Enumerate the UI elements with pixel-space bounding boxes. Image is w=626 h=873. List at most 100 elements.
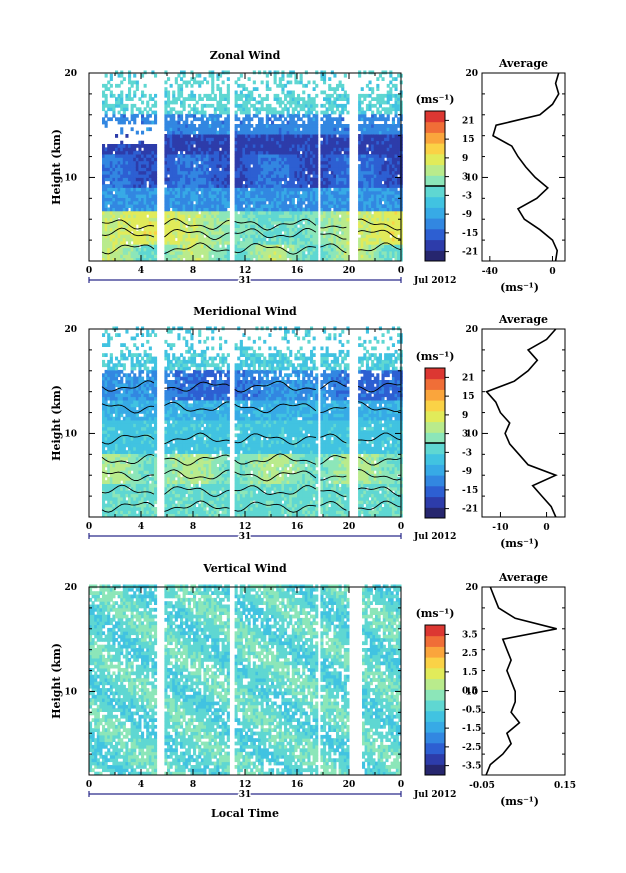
panel-3: 20 10 0 4 8 12 16 20 0 Vertical Wind Height (km) 31… xyxy=(50,562,576,820)
colorbar-tick-label: 15 xyxy=(462,135,475,145)
average-profile: Average 20 10 -0.05 0.15 (ms⁻¹) xyxy=(465,571,575,808)
colorbar-swatch xyxy=(425,742,445,755)
profile-x-label: (ms⁻¹) xyxy=(500,795,539,808)
colorbar-swatch xyxy=(425,496,445,508)
x-tick-label: 0 xyxy=(398,780,404,790)
x-tick-label: 0 xyxy=(86,780,92,790)
colorbar-swatch xyxy=(425,143,445,155)
heatmap-cells xyxy=(89,584,402,776)
profile-y-tick-label: 10 xyxy=(465,173,478,183)
colorbar-tick-label: -9 xyxy=(462,467,472,477)
profile-title: Average xyxy=(498,57,548,70)
average-profile: Average 20 10 -40 0 (ms⁻¹) xyxy=(465,57,566,294)
panel-1: 20 10 0 4 8 12 16 20 0 Zonal Wind Height (km) 31 Jul… xyxy=(50,49,566,294)
colorbar-swatch xyxy=(425,164,445,176)
colorbar-swatch xyxy=(425,218,445,230)
x-tick-label: 12 xyxy=(239,522,252,532)
y-tick-label: 20 xyxy=(64,69,77,79)
profile-x-tick-label: -0.05 xyxy=(469,781,495,791)
colorbar-swatch xyxy=(425,153,445,166)
colorbar-swatch xyxy=(425,764,445,776)
colorbar-swatch xyxy=(425,443,445,455)
heatmap-cells xyxy=(102,70,403,262)
date-month: Jul 2012 xyxy=(413,532,456,542)
colorbar-swatch xyxy=(425,721,445,733)
profile-line xyxy=(485,328,558,518)
colorbar-swatch xyxy=(425,646,445,658)
profile-y-tick-label: 20 xyxy=(465,69,478,79)
colorbar-tick-label: 0.5 xyxy=(462,687,478,697)
colorbar-tick-label: 21 xyxy=(462,373,475,383)
profile-y-tick-label: 20 xyxy=(465,325,478,335)
y-tick-label: 10 xyxy=(64,429,77,439)
colorbar-tick-label: 1.5 xyxy=(462,668,478,678)
colorbar-swatch xyxy=(425,700,445,712)
profile-x-tick-label: 0 xyxy=(549,267,555,277)
contour-lines xyxy=(101,380,401,513)
colorbar-tick-label: 21 xyxy=(462,116,475,126)
colorbar-swatch xyxy=(425,657,445,669)
colorbar-swatch xyxy=(425,121,445,133)
date-month: Jul 2012 xyxy=(413,790,456,800)
colorbar-swatch xyxy=(425,368,445,380)
colorbar-swatch xyxy=(425,207,445,219)
profile-y-tick-label: 10 xyxy=(465,429,478,439)
colorbar-tick-label: 9 xyxy=(462,154,468,164)
profile-x-tick-label: -40 xyxy=(482,267,498,277)
x-tick-label: 20 xyxy=(343,522,356,532)
panel-2: 20 10 0 4 8 12 16 20 0 Meridional Wind Height (km)… xyxy=(50,305,566,550)
colorbar-tick-label: 2.5 xyxy=(462,649,478,659)
profile-title: Average xyxy=(498,571,548,584)
colorbar-tick-label: -2.5 xyxy=(462,743,481,753)
colorbar-swatch xyxy=(425,507,445,519)
x-tick-label: 4 xyxy=(138,522,144,532)
profile-x-tick-label: -10 xyxy=(492,523,508,533)
colorbar-swatch xyxy=(425,485,445,498)
x-tick-label: 20 xyxy=(343,780,356,790)
date-month: Jul 2012 xyxy=(413,276,456,286)
profile-frame xyxy=(481,586,566,776)
colorbar-swatch xyxy=(425,625,445,637)
colorbar-tick-label: 3 xyxy=(462,430,468,440)
colorbar: 3.5 2.5 1.5 0.5 -0.5 -1.5 -2.5 -3.5 (ms⁻¹) xyxy=(416,607,481,776)
colorbar-swatch xyxy=(425,432,445,444)
colorbar-swatch xyxy=(425,421,445,433)
x-tick-label: 0 xyxy=(86,266,92,276)
x-tick-label: 0 xyxy=(86,522,92,532)
profile-line xyxy=(492,72,560,262)
profile-title: Average xyxy=(498,313,548,326)
colorbar-tick-label: -15 xyxy=(462,486,478,496)
profile-x-tick-label: 0.15 xyxy=(554,781,576,791)
colorbar-swatch xyxy=(425,389,445,401)
colorbar-swatch xyxy=(425,635,445,647)
x-axis-label: Local Time xyxy=(211,807,279,820)
profile-y-tick-label: 10 xyxy=(465,687,478,697)
x-tick-label: 12 xyxy=(239,780,252,790)
colorbar-tick-label: 9 xyxy=(462,411,468,421)
colorbar-tick-label: -3 xyxy=(462,448,472,458)
profile-x-tick-label: 0 xyxy=(543,523,549,533)
colorbar-tick-label: -21 xyxy=(462,248,478,258)
colorbar-tick-label: -9 xyxy=(462,210,472,220)
panel-title: Zonal Wind xyxy=(210,49,281,62)
colorbar-swatch xyxy=(425,710,445,722)
y-tick-label: 10 xyxy=(64,687,77,697)
x-tick-label: 16 xyxy=(291,266,304,276)
colorbar-swatch xyxy=(425,678,445,690)
colorbar-tick-label: -21 xyxy=(462,505,478,515)
colorbar: 21 15 9 3 -3 -9 -15 -21 (ms⁻¹) xyxy=(416,93,478,262)
colorbar-swatch xyxy=(425,410,445,423)
profile-x-label: (ms⁻¹) xyxy=(500,281,539,294)
colorbar-tick-label: -0.5 xyxy=(462,705,481,715)
colorbar: 21 15 9 3 -3 -9 -15 -21 (ms⁻¹) xyxy=(416,350,478,519)
colorbar-tick-label: 15 xyxy=(462,392,475,402)
colorbar-swatch xyxy=(425,732,445,744)
colorbar-tick-label: -3 xyxy=(462,191,472,201)
x-tick-label: 16 xyxy=(291,522,304,532)
profile-x-label: (ms⁻¹) xyxy=(500,537,539,550)
colorbar-tick-label: -15 xyxy=(462,229,478,239)
colorbar-tick-label: 3.5 xyxy=(462,630,478,640)
colorbar-swatch xyxy=(425,453,445,465)
y-tick-label: 20 xyxy=(64,325,77,335)
date-day: 31 xyxy=(239,790,252,800)
